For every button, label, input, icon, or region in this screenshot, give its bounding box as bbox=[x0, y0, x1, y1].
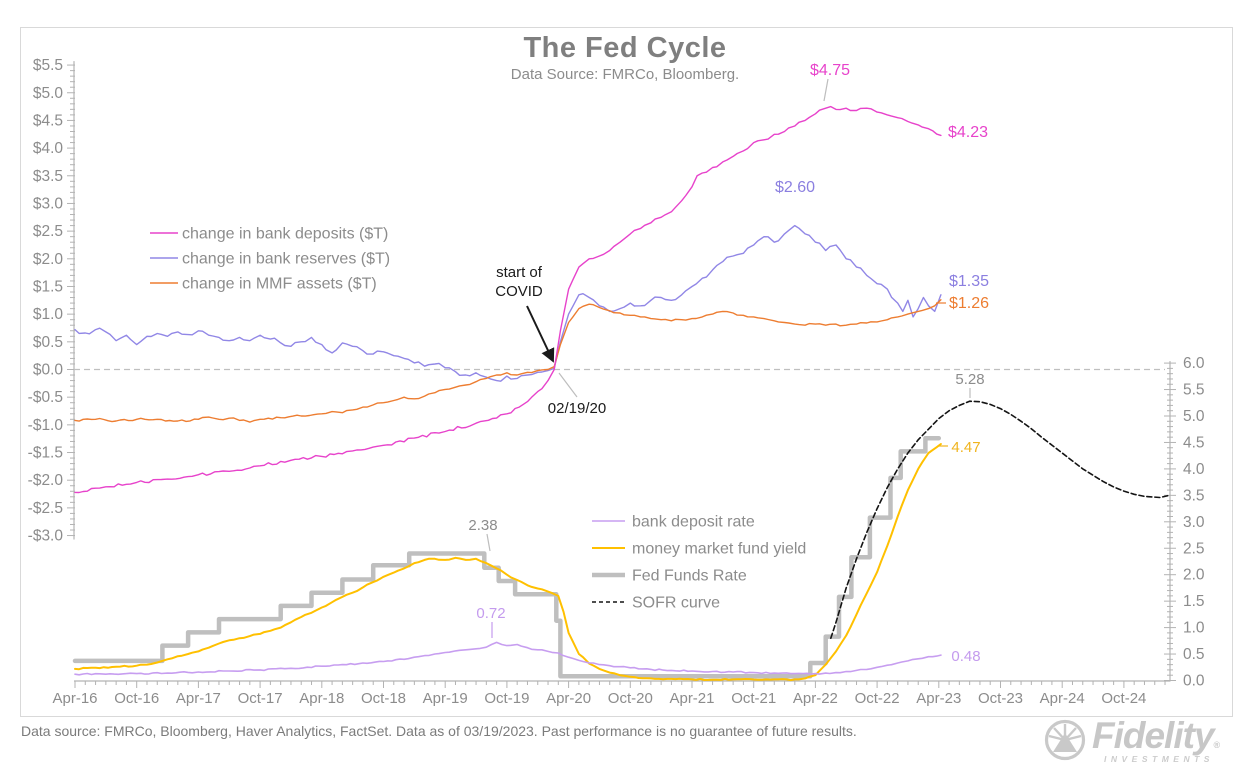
x-axis-tick-label: Apr-16 bbox=[52, 690, 97, 707]
series-line-sofr-curve bbox=[830, 400, 1170, 639]
left-axis-tick-label: -$1.0 bbox=[28, 417, 64, 434]
x-axis-tick-label: Apr-23 bbox=[916, 690, 961, 707]
annotation-label: 2.38 bbox=[468, 517, 497, 534]
legend-rates: bank deposit rate money market fund yield… bbox=[592, 514, 806, 612]
annotation-label: 0.48 bbox=[951, 648, 980, 665]
right-axis: 6.0 5.5 5.0 4.5 4.0 3.5 3.0 2.5 2.0 1.5 1.0 0.5 0.0 bbox=[1164, 355, 1205, 690]
fidelity-pyramid-icon bbox=[1044, 719, 1086, 761]
series-line-bank-deposit-rate bbox=[74, 641, 942, 676]
left-axis-tick-label: $4.0 bbox=[33, 140, 64, 157]
annotation-leader bbox=[486, 533, 491, 552]
annotation-label: $4.75 bbox=[810, 62, 850, 79]
legend-label: SOFR curve bbox=[632, 595, 720, 612]
annotation-label: COVID bbox=[495, 283, 543, 300]
x-axis-tick-label: Oct-18 bbox=[361, 690, 406, 707]
right-axis-tick-label: 2.0 bbox=[1183, 567, 1205, 584]
left-axis-tick-label: -$2.0 bbox=[28, 472, 64, 489]
x-axis-tick-label: Apr-22 bbox=[793, 690, 838, 707]
left-axis-tick-label: -$1.5 bbox=[28, 445, 63, 462]
left-axis-tick-label: $2.5 bbox=[33, 223, 63, 240]
series-line-mmf-yield bbox=[74, 443, 942, 682]
right-axis-tick-label: 3.5 bbox=[1183, 487, 1205, 504]
right-axis-tick-label: 0.5 bbox=[1183, 646, 1205, 663]
legend-label: money market fund yield bbox=[632, 541, 806, 558]
x-axis-tick-label: Oct-21 bbox=[731, 690, 776, 707]
x-axis: Apr-16 Oct-16 Apr-17 Oct-17 Apr-18 Oct-18 Apr-… bbox=[52, 680, 1170, 707]
x-axis-tick-label: Apr-18 bbox=[299, 690, 344, 707]
left-axis-tick-label: $1.5 bbox=[33, 278, 63, 295]
right-axis-tick-label: 1.5 bbox=[1183, 593, 1205, 610]
series-line-bank-reserves bbox=[74, 224, 942, 382]
left-axis-tick-label: $3.5 bbox=[33, 168, 63, 185]
x-axis-tick-label: Apr-19 bbox=[423, 690, 468, 707]
fidelity-tagline: INVESTMENTS bbox=[1104, 753, 1214, 764]
annotation-label: $1.26 bbox=[949, 295, 989, 312]
left-axis-tick-label: $0.0 bbox=[33, 362, 64, 379]
legend-label: change in MMF assets ($T) bbox=[182, 276, 377, 293]
x-axis-tick-label: Apr-20 bbox=[546, 690, 591, 707]
left-axis-tick-label: $0.5 bbox=[33, 334, 63, 351]
chart-subtitle: Data Source: FMRCo, Bloomberg. bbox=[510, 66, 740, 83]
left-axis-tick-label: $3.0 bbox=[33, 195, 64, 212]
left-axis-tick-label: $2.0 bbox=[33, 251, 64, 268]
series-line-bank-deposits bbox=[74, 105, 942, 494]
legend-balances: change in bank deposits ($T) change in ba… bbox=[150, 226, 390, 293]
x-axis-tick-label: Oct-19 bbox=[484, 690, 529, 707]
annotation-label: $2.60 bbox=[775, 179, 815, 196]
annotation-label: 02/19/20 bbox=[548, 400, 606, 417]
covid-arrow bbox=[526, 305, 555, 363]
right-axis-tick-label: 0.0 bbox=[1183, 673, 1205, 690]
annotation-label: 0.72 bbox=[476, 605, 505, 622]
fidelity-wordmark: Fidelity® INVESTMENTS bbox=[1092, 714, 1221, 764]
right-axis-tick-label: 6.0 bbox=[1183, 355, 1205, 372]
left-axis-tick-label: $4.5 bbox=[33, 112, 63, 129]
right-axis-tick-label: 5.5 bbox=[1183, 382, 1205, 399]
annotation-leader bbox=[558, 372, 578, 398]
series-line-mmf-assets bbox=[74, 299, 942, 423]
x-axis-tick-label: Apr-24 bbox=[1040, 690, 1085, 707]
left-axis-tick-label: $5.5 bbox=[33, 57, 63, 74]
legend-label: Fed Funds Rate bbox=[632, 568, 747, 585]
legend-label: change in bank deposits ($T) bbox=[182, 226, 388, 243]
right-axis-tick-label: 2.5 bbox=[1183, 540, 1205, 557]
right-axis-tick-label: 3.0 bbox=[1183, 514, 1205, 531]
right-axis-tick-label: 5.0 bbox=[1183, 408, 1205, 425]
x-axis-tick-label: Oct-23 bbox=[978, 690, 1023, 707]
x-axis-tick-label: Oct-17 bbox=[238, 690, 283, 707]
fidelity-logo: Fidelity® INVESTMENTS bbox=[1042, 712, 1242, 768]
footer-disclaimer: Data source: FMRCo, Bloomberg, Haver Ana… bbox=[21, 723, 857, 739]
chart-title: The Fed Cycle bbox=[523, 32, 727, 64]
x-axis-tick-label: Apr-17 bbox=[176, 690, 221, 707]
annotation-label: $4.23 bbox=[948, 124, 988, 141]
left-axis-tick-label: -$3.0 bbox=[28, 528, 64, 545]
right-axis-tick-label: 4.5 bbox=[1183, 434, 1205, 451]
registered-mark: ® bbox=[1213, 739, 1221, 750]
annotation-label: start of bbox=[496, 264, 543, 281]
right-axis-tick-label: 1.0 bbox=[1183, 620, 1205, 637]
chart-frame bbox=[20, 27, 1233, 717]
annotations: $4.75 $4.23 $2.60 $1.35 $1.26 start of COVID 02… bbox=[468, 62, 989, 665]
left-axis: $5.5 $5.0 $4.5 $4.0 $3.5 $3.0 $2.5 $2.0 $1.5 $1.0… bbox=[28, 57, 75, 545]
right-axis-tick-label: 4.0 bbox=[1183, 461, 1205, 478]
legend-label: change in bank reserves ($T) bbox=[182, 251, 390, 268]
x-axis-tick-label: Apr-21 bbox=[669, 690, 714, 707]
annotation-label: 5.28 bbox=[955, 371, 984, 388]
annotation-leader bbox=[823, 78, 829, 102]
left-axis-tick-label: -$2.5 bbox=[28, 500, 63, 517]
annotation-label: 4.47 bbox=[951, 439, 980, 456]
x-axis-tick-label: Oct-22 bbox=[855, 690, 900, 707]
x-axis-tick-label: Oct-16 bbox=[114, 690, 159, 707]
left-axis-tick-label: -$0.5 bbox=[28, 389, 63, 406]
annotation-label: $1.35 bbox=[949, 273, 989, 290]
x-axis-tick-label: Oct-20 bbox=[608, 690, 653, 707]
left-axis-tick-label: $5.0 bbox=[33, 85, 64, 102]
fidelity-brand-text: Fidelity® bbox=[1092, 714, 1221, 756]
left-axis-tick-label: $1.0 bbox=[33, 306, 64, 323]
x-axis-tick-label: Oct-24 bbox=[1101, 690, 1146, 707]
legend-label: bank deposit rate bbox=[632, 514, 755, 531]
